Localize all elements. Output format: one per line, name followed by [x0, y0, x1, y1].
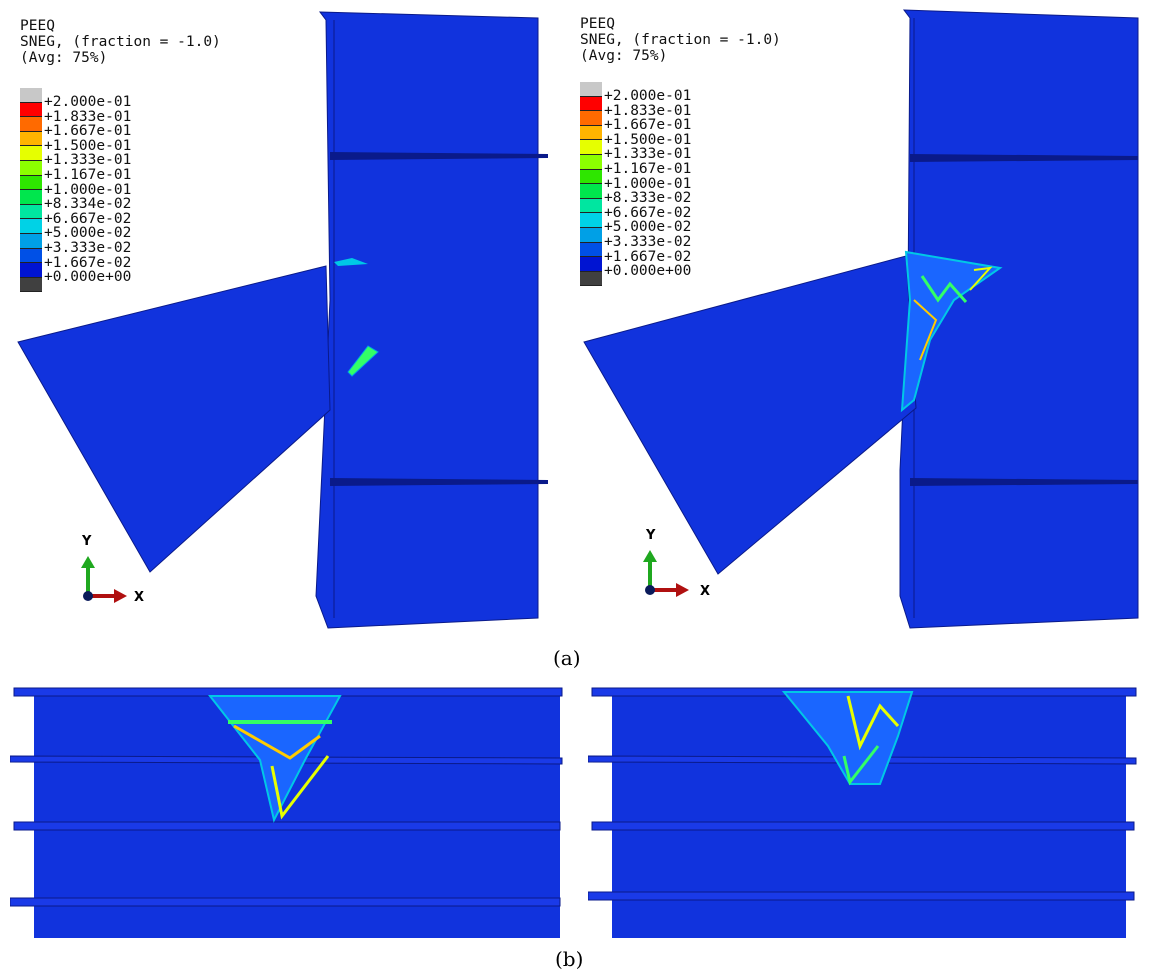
legend-value: +2.000e-01 [604, 88, 692, 104]
contour-legend-right: PEEQ SNEG, (fraction = -1.0) (Avg: 75%) … [580, 16, 781, 287]
legend-swatch [580, 140, 602, 155]
legend-value: +8.334e-02 [44, 196, 132, 213]
legend-swatch [580, 169, 602, 185]
damage-region [781, 691, 914, 785]
legend-value: +5.000e-02 [44, 225, 132, 242]
fem-model-a-right: Y X [583, 9, 1139, 629]
legend-swatch [20, 117, 42, 132]
legend-value: +3.333e-02 [44, 239, 132, 256]
coordinate-triad: Y X [643, 528, 710, 599]
strain-region [900, 250, 1003, 413]
strain-spot [347, 345, 379, 377]
legend-swatch [580, 184, 602, 199]
legend-value: +1.833e-01 [604, 102, 692, 119]
strain-spot [334, 258, 368, 266]
legend-value: +1.667e-01 [44, 123, 132, 140]
legend-swatch [580, 111, 602, 126]
beam-plate [17, 265, 331, 573]
legend-section: SNEG, (fraction = -1.0) [580, 32, 781, 48]
diaphragm-bottom [910, 478, 1138, 486]
legend-swatch [20, 219, 42, 234]
legend-swatch [20, 88, 42, 103]
legend-swatch [20, 233, 42, 249]
legend-swatch [20, 102, 42, 118]
legend-value: +8.333e-02 [604, 190, 692, 207]
legend-value: +1.333e-01 [604, 146, 692, 163]
legend-value: +6.667e-02 [44, 210, 132, 227]
legend-value: +2.000e-01 [44, 94, 132, 110]
legend-value-labels: +2.000e-01 +1.833e-01 +1.667e-01 +1.500e-01… [44, 95, 131, 285]
legend-swatch [20, 160, 42, 176]
legend-value: +1.667e-02 [44, 254, 132, 271]
legend-value: +5.000e-02 [604, 219, 692, 236]
legend-color-bar [20, 88, 42, 293]
legend-value: +1.500e-01 [44, 137, 132, 154]
legend-swatch [580, 82, 602, 97]
legend-variable: PEEQ [580, 16, 615, 32]
legend-swatch [580, 242, 602, 258]
diaphragm-top [330, 152, 548, 160]
legend-swatch [20, 146, 42, 161]
legend-value: +0.000e+00 [604, 263, 692, 280]
legend-value: +1.833e-01 [44, 108, 132, 125]
legend-value: +3.333e-02 [604, 233, 692, 250]
legend-value: +1.167e-01 [44, 166, 132, 183]
diaphragm-bottom [330, 478, 548, 486]
legend-swatch [580, 96, 602, 112]
legend-variable: PEEQ [20, 18, 55, 34]
legend-value: +1.333e-01 [44, 152, 132, 169]
legend-swatch [20, 248, 42, 264]
column-plate [899, 9, 1139, 629]
fem-model-b-right [588, 687, 1137, 938]
legend-swatch [580, 213, 602, 228]
legend-value: +1.500e-01 [604, 131, 692, 148]
contour-legend-left: PEEQ SNEG, (fraction = -1.0) (Avg: 75%) … [20, 18, 221, 293]
y-axis-label: Y [81, 534, 92, 549]
fem-model-b-left [10, 687, 563, 938]
legend-value: +6.667e-02 [604, 204, 692, 221]
caption-a: (a) [553, 646, 581, 670]
x-axis-label: X [700, 584, 710, 599]
legend-value: +1.667e-01 [604, 117, 692, 134]
legend-swatch [20, 204, 42, 220]
legend-swatch [580, 227, 602, 243]
beam-plate [583, 255, 917, 575]
legend-color-bar [580, 82, 602, 287]
caption-b: (b) [555, 947, 584, 971]
diaphragm-top [910, 154, 1138, 162]
legend-swatch [580, 257, 602, 272]
legend-swatch [580, 198, 602, 214]
coordinate-triad: Y X [81, 534, 144, 605]
legend-swatch [20, 175, 42, 191]
legend-swatch [580, 271, 602, 287]
legend-swatch [20, 277, 42, 293]
legend-swatch [580, 125, 602, 141]
legend-swatch [20, 263, 42, 278]
legend-section: SNEG, (fraction = -1.0) [20, 34, 221, 50]
legend-value: +1.000e-01 [604, 175, 692, 192]
legend-value: +1.167e-01 [604, 160, 692, 177]
fem-model-a-left: Y X [17, 11, 548, 629]
legend-swatch [20, 131, 42, 147]
y-axis-label: Y [645, 528, 656, 543]
legend-averaging: (Avg: 75%) [580, 48, 668, 64]
damage-region [207, 695, 342, 823]
legend-value: +1.667e-02 [604, 248, 692, 265]
legend-value: +0.000e+00 [44, 269, 132, 286]
legend-swatch [580, 154, 602, 170]
x-axis-label: X [134, 590, 144, 605]
legend-value-labels: +2.000e-01 +1.833e-01 +1.667e-01 +1.500e-01… [604, 89, 691, 279]
legend-value: +1.000e-01 [44, 181, 132, 198]
legend-swatch [20, 190, 42, 205]
legend-averaging: (Avg: 75%) [20, 50, 108, 66]
column-plate [315, 11, 539, 629]
